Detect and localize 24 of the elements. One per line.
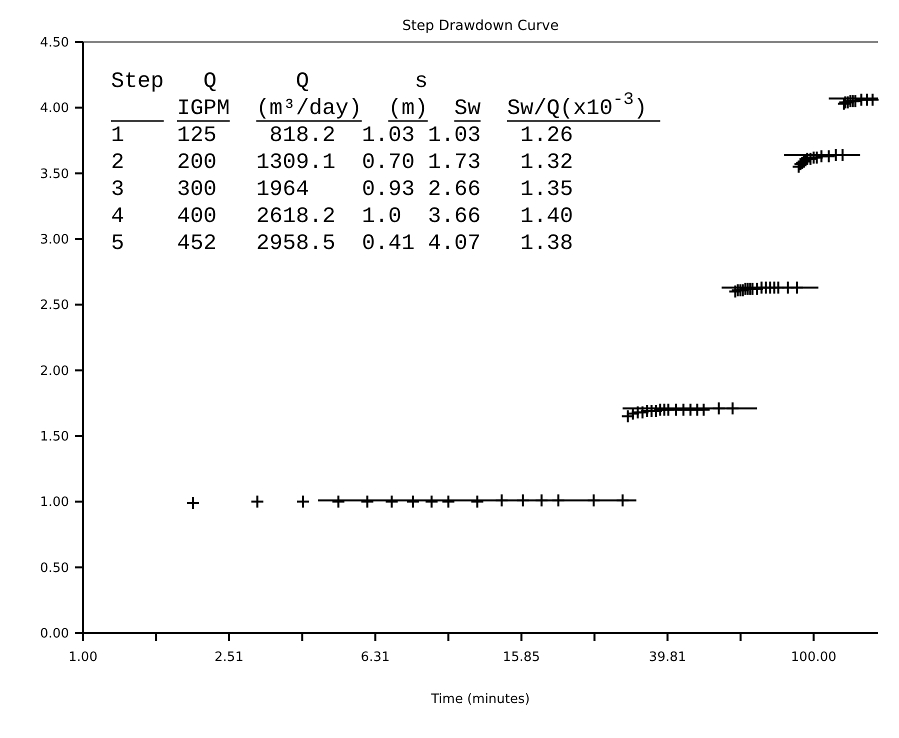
y-tick-label: 3.50 [40, 166, 69, 182]
y-tick-label: 0.00 [40, 626, 69, 642]
x-tick-label: 1.00 [68, 650, 98, 665]
y-tick-label: 4.00 [40, 101, 69, 116]
annotation: 5 452 2958.5 0.41 4.07 1.38 [111, 231, 574, 256]
y-tick-label: 1.00 [40, 495, 69, 510]
y-tick-label: 2.50 [40, 298, 69, 314]
x-tick-label: 39.81 [648, 650, 686, 665]
x-axis-title: Time (minutes) [430, 692, 530, 707]
annotation: Step Q Q s [111, 69, 428, 94]
y-tick-label: 3.00 [40, 232, 69, 248]
y-tick-label: 0.50 [40, 560, 69, 576]
annotation: 2 200 1309.1 0.70 1.73 1.32 [111, 150, 574, 175]
y-tick-label: 4.50 [40, 36, 69, 51]
x-tick-label: 2.51 [214, 650, 244, 665]
y-tick-label: 1.50 [40, 430, 69, 445]
x-tick-label: 100.00 [790, 650, 836, 665]
x-tick-label: 15.85 [502, 650, 540, 665]
x-tick-label: 6.31 [360, 650, 390, 665]
chart-title: Step Drawdown Curve [402, 18, 559, 34]
y-tick-label: 2.00 [40, 364, 69, 379]
annotation: 4 400 2618.2 1.0 3.66 1.40 [111, 204, 574, 229]
annotation: 3 300 1964 0.93 2.66 1.35 [111, 177, 574, 202]
annotation: 1 125 818.2 1.03 1.03 1.26 [111, 123, 574, 148]
